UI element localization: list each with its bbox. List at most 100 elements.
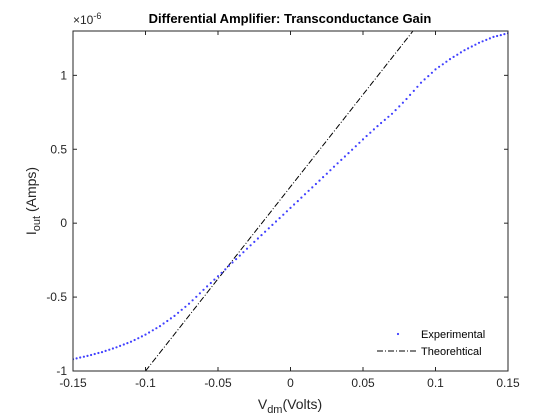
series-experimental-point bbox=[376, 125, 379, 128]
series-experimental-point bbox=[474, 43, 477, 46]
series-experimental-point bbox=[369, 131, 372, 134]
series-experimental-point bbox=[445, 60, 448, 63]
series-experimental-point bbox=[351, 148, 354, 151]
series-experimental-point bbox=[503, 33, 506, 36]
series-experimental-point bbox=[282, 213, 285, 216]
series-experimental-point bbox=[347, 152, 350, 155]
series-experimental-point bbox=[452, 55, 455, 59]
series-experimental-point bbox=[293, 203, 296, 206]
series-experimental-point bbox=[75, 357, 78, 360]
series-experimental-point bbox=[456, 53, 459, 56]
series-experimental-point bbox=[133, 338, 136, 342]
series-experimental-point bbox=[441, 63, 444, 66]
y-tick-label: -1 bbox=[56, 364, 67, 378]
series-experimental-point bbox=[169, 317, 172, 320]
series-experimental-point bbox=[198, 292, 201, 295]
chart-title: Differential Amplifier: Transconductance… bbox=[149, 11, 432, 26]
series-experimental-point bbox=[485, 38, 488, 42]
series-experimental-point bbox=[401, 101, 404, 104]
series-experimental-point bbox=[173, 314, 176, 317]
series-experimental-point bbox=[264, 230, 267, 233]
series-experimental-point bbox=[358, 141, 361, 144]
series-experimental-point bbox=[180, 308, 183, 311]
series-experimental-point bbox=[216, 275, 220, 278]
y-axis-ticks: -1 -0.5 0 0.5 1 bbox=[46, 68, 508, 378]
legend-label-theoretical: Theorehtical bbox=[421, 346, 482, 358]
series-experimental-point bbox=[162, 322, 165, 325]
series-experimental-point bbox=[430, 71, 433, 74]
series-experimental-point bbox=[438, 65, 441, 68]
series-experimental-point bbox=[166, 319, 169, 323]
series-experimental-point bbox=[405, 97, 408, 101]
series-experimental-point bbox=[398, 105, 401, 108]
x-tick-label: -0.05 bbox=[204, 376, 232, 390]
series-experimental-point bbox=[289, 206, 292, 209]
series-experimental-point bbox=[477, 41, 481, 44]
series-experimental-point bbox=[336, 162, 339, 165]
series-experimental-point bbox=[224, 268, 227, 271]
series-experimental-point bbox=[238, 254, 241, 257]
series-experimental-point bbox=[448, 58, 452, 61]
series-layer bbox=[73, 31, 508, 371]
series-experimental-point bbox=[372, 128, 375, 131]
series-experimental-point bbox=[253, 240, 256, 243]
series-experimental-point bbox=[343, 155, 346, 158]
series-experimental-point bbox=[191, 299, 194, 302]
series-experimental-point bbox=[122, 343, 125, 346]
series-experimental-point bbox=[390, 112, 394, 115]
series-experimental-point bbox=[307, 189, 310, 192]
series-experimental-point bbox=[365, 134, 368, 138]
series-experimental-point bbox=[332, 165, 336, 168]
series-experimental-point bbox=[492, 35, 495, 39]
series-experimental-point bbox=[496, 34, 499, 38]
series-experimental-point bbox=[303, 193, 307, 196]
legend-box bbox=[370, 322, 504, 364]
series-experimental-point bbox=[177, 311, 180, 314]
series-experimental-point bbox=[463, 49, 466, 52]
legend: Experimental Theorehtical bbox=[370, 322, 504, 364]
series-experimental-point bbox=[380, 121, 383, 125]
series-experimental-point bbox=[394, 109, 397, 112]
y-tick-label: 1 bbox=[60, 68, 67, 82]
series-experimental-point bbox=[329, 169, 332, 172]
series-experimental-point bbox=[129, 340, 133, 343]
series-experimental-point bbox=[97, 351, 100, 355]
series-theoretical-line bbox=[145, 31, 414, 371]
series-experimental-point bbox=[148, 331, 151, 334]
series-experimental-point bbox=[111, 347, 114, 350]
series-experimental-point bbox=[206, 285, 209, 288]
legend-swatch-experimental bbox=[396, 332, 400, 336]
series-experimental-point bbox=[409, 93, 412, 96]
series-experimental-point bbox=[354, 145, 357, 148]
series-experimental-point bbox=[79, 356, 82, 359]
series-experimental-point bbox=[90, 353, 93, 357]
series-experimental-point bbox=[256, 237, 259, 240]
series-experimental-point bbox=[387, 115, 390, 118]
series-experimental-point bbox=[100, 351, 104, 354]
series-experimental-point bbox=[311, 186, 314, 189]
series-experimental-point bbox=[296, 200, 299, 203]
legend-label-experimental: Experimental bbox=[421, 329, 485, 341]
series-experimental-point bbox=[459, 51, 462, 54]
series-experimental-point bbox=[249, 244, 252, 247]
series-experimental-point bbox=[108, 348, 111, 351]
x-axis-ticks: -0.15 -0.1 -0.05 0 0.05 0.1 0.15 bbox=[59, 31, 520, 390]
series-experimental-point bbox=[155, 327, 158, 330]
series-experimental-point bbox=[285, 210, 288, 213]
x-tick-label: -0.1 bbox=[135, 376, 156, 390]
series-experimental-point bbox=[467, 47, 470, 50]
series-experimental-point bbox=[271, 223, 274, 226]
y-tick-label: -0.5 bbox=[46, 290, 67, 304]
series-experimental-point bbox=[383, 118, 386, 121]
series-experimental-point bbox=[151, 329, 154, 332]
series-experimental-point bbox=[427, 75, 430, 78]
x-axis-label: Vdm(Volts) bbox=[258, 396, 322, 416]
plot-background bbox=[73, 31, 508, 371]
series-experimental-point bbox=[93, 352, 96, 356]
series-experimental-point bbox=[470, 45, 473, 48]
series-experimental-point bbox=[260, 234, 263, 237]
series-experimental-point bbox=[361, 138, 365, 141]
series-experimental-point bbox=[499, 34, 502, 37]
series-experimental-point bbox=[314, 182, 317, 186]
